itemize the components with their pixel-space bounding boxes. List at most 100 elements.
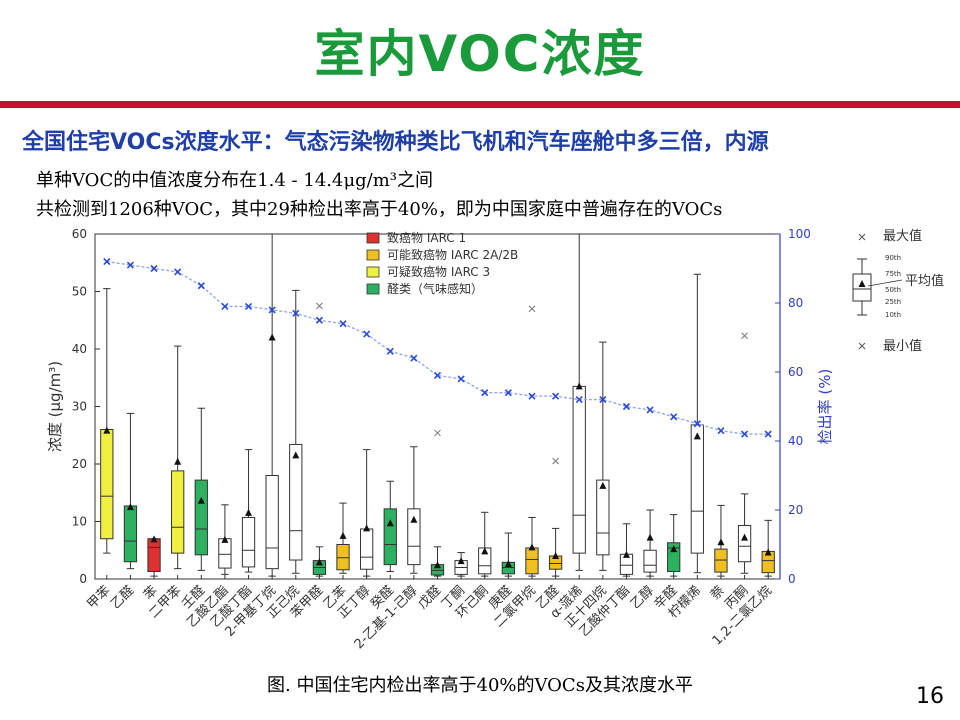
detection-rate-point [221,302,229,311]
box-body [359,528,374,570]
right-tick-label: 40 [788,434,803,448]
detection-rate-line [106,260,769,435]
box-body [714,548,728,573]
detection-rate-point [457,375,465,383]
box-body [643,549,657,573]
box-柠檬烯 [690,273,704,579]
left-tick-label: 60 [72,227,87,241]
detection-rate-point [386,347,394,355]
box-max-marker [741,332,748,340]
legend-label: 致癌物 IARC 1 [387,230,466,245]
detection-rate-point [197,282,205,290]
box-2-甲基丁烷 [265,233,279,579]
detection-rate-point [693,420,701,428]
box-mean-marker [245,508,253,516]
key-max-label: 最大值 [883,228,922,244]
legend-label: 醛类（气味感知） [387,281,483,296]
box-α-蒎烯 [572,233,586,579]
detection-rate-point [268,306,276,314]
box-mean-marker [386,519,394,527]
box-body [194,479,208,556]
detection-rate-point [622,402,631,411]
box-mean-marker [457,557,465,565]
right-tick-label: 100 [788,227,811,241]
box-苯 [147,535,161,579]
box-mean-marker [174,457,182,465]
box-庚醛 [501,532,516,579]
detection-rate-point [174,268,182,276]
detection-rate-point [315,316,323,324]
box-mean-marker [197,496,205,504]
box-二甲苯 [171,345,185,579]
box-mean-marker [764,548,772,556]
box-mean-marker [528,543,536,551]
box-body [147,538,161,573]
box-乙酸乙酯 [218,504,232,579]
box-2-乙基-1-己醇 [407,446,421,579]
box-body [525,547,539,575]
box-1,2-二氯乙烷 [761,519,775,579]
detection-rate-point [528,392,536,400]
box-body [336,544,350,571]
legend-swatch [366,266,380,278]
right-tick-label: 80 [788,296,803,310]
key-box [852,273,872,302]
key-p25: 25th [885,298,901,306]
key-p50: 50th [885,286,901,294]
key-p75: 75th [885,270,901,278]
right-tick-label: 60 [788,365,803,379]
box-body [572,385,586,554]
detection-rate-point [126,261,134,269]
box-mean-marker [221,535,229,543]
box-mean-marker [717,538,725,546]
box-癸醛 [383,480,397,579]
title-divider [0,101,960,108]
left-tick-label: 10 [72,515,87,529]
box-mean-marker [552,552,560,559]
box-body [383,508,397,566]
left-tick-label: 0 [79,572,87,586]
box-正己烷 [289,289,303,579]
detection-rate-point [363,330,371,338]
detection-rate-point [552,392,560,400]
left-tick-label: 20 [72,457,87,471]
box-乙苯 [336,502,350,579]
detection-rate-point [764,430,772,438]
box-乙醇 [643,509,657,579]
left-tick-label: 30 [72,400,87,414]
box-壬醛 [194,407,208,579]
box-body [737,525,752,563]
box-mean-marker [126,503,134,511]
detection-rate-point [103,258,111,266]
detection-rate-point [339,320,347,328]
box-mean-marker [292,451,300,459]
legend-swatch [366,249,380,261]
detection-rate-point [410,354,418,362]
x-tick-label: 乙醛 [108,583,138,613]
x-tick-label: 甲苯 [85,583,114,612]
box-mean-marker [410,515,418,523]
box-戊醛 [430,429,445,579]
box-丁酮 [454,552,468,579]
detection-rate-point [150,264,158,273]
box-body [407,508,421,566]
box-mean-marker [670,545,678,553]
detection-rate-point [481,389,489,397]
box-正十四烷 [596,341,610,579]
box-body [289,443,303,561]
key-mean-pointer [867,279,903,287]
box-body [100,429,114,540]
detection-rate-point [292,309,300,317]
box-mean-marker [363,524,371,532]
box-body [218,538,232,569]
box-body [241,516,256,568]
key-p10: 10th [885,311,901,319]
box-mean-marker [599,481,607,489]
right-axis-title: 检出率 (%) [816,369,834,445]
box-环己酮 [478,511,492,579]
key-min-label: 最小值 [883,338,922,354]
page-number: 16 [916,684,944,709]
detection-rate-point [575,396,583,404]
slide-title: 室内VOC浓度 [314,25,646,83]
box-mean-marker [150,535,158,543]
